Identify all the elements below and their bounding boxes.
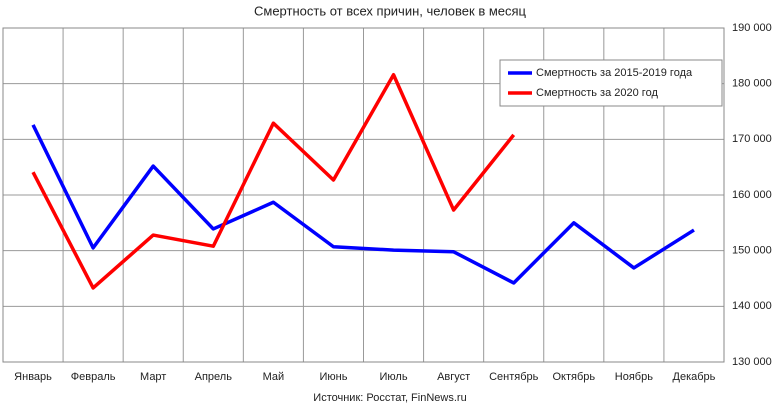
y-tick-label: 160 000 <box>732 189 772 201</box>
series-line <box>31 124 695 285</box>
x-tick-label: Январь <box>14 371 52 383</box>
plot-border <box>2 27 725 363</box>
x-tick-label: Февраль <box>71 371 116 383</box>
source-note: Источник: Росстат, FinNews.ru <box>313 392 466 404</box>
legend-label: Смертность за 2020 год <box>536 87 658 99</box>
legend-label: Смертность за 2015-2019 года <box>536 67 693 79</box>
x-tick-label: Декабрь <box>673 371 716 383</box>
y-tick-label: 190 000 <box>732 22 772 34</box>
chart-title: Смертность от всех причин, человек в мес… <box>254 3 527 18</box>
x-tick-label: Сентябрь <box>489 371 539 383</box>
x-tick-label: Июнь <box>319 371 347 383</box>
x-tick-label: Апрель <box>195 371 233 383</box>
x-tick-label: Ноябрь <box>615 371 653 383</box>
x-tick-label: Март <box>140 371 166 383</box>
x-tick-label: Май <box>263 371 285 383</box>
series-line <box>31 73 516 290</box>
y-tick-label: 150 000 <box>732 245 772 257</box>
legend-box <box>499 59 723 107</box>
y-tick-label: 170 000 <box>732 133 772 145</box>
x-tick-label: Август <box>437 371 470 383</box>
x-tick-label: Октябрь <box>552 371 595 383</box>
y-tick-label: 180 000 <box>732 78 772 90</box>
y-tick-label: 130 000 <box>732 356 772 368</box>
y-tick-label: 140 000 <box>732 300 772 312</box>
x-tick-label: Июль <box>380 371 408 383</box>
